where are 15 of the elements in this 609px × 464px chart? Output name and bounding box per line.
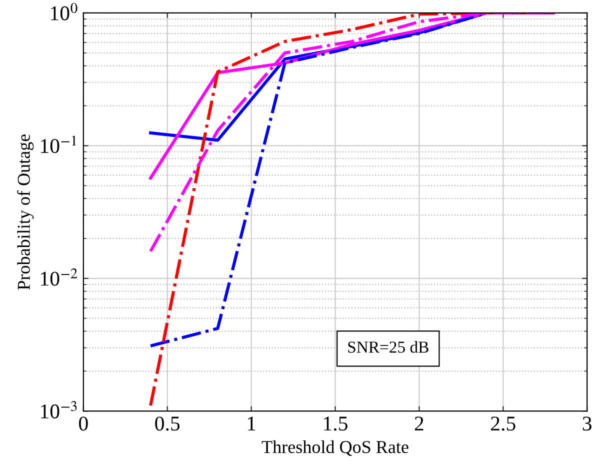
- y-tick-label: 10$^{−3}$: [41, 401, 77, 418]
- x-tick-label: 1.5: [324, 416, 348, 431]
- y-axis-title: Probability of Outage: [17, 134, 34, 290]
- x-axis-title: Threshold QoS Rate: [262, 440, 408, 456]
- x-tick-label: 0.5: [155, 416, 180, 431]
- y-tick-label: 10$^{−1}$: [41, 136, 76, 154]
- annotation: SNR=25 dB: [348, 341, 428, 353]
- x-tick-label: 2: [414, 416, 424, 430]
- x-tick-label: 2.5: [491, 416, 516, 431]
- x-tick-label: 0: [79, 416, 88, 431]
- line-series: [149, 12, 556, 408]
- x-tick-label: 1: [248, 416, 256, 430]
- x-tick-label: 3: [582, 416, 592, 431]
- y-tick-label: 10$^{0}$: [51, 2, 78, 20]
- y-tick-label: 10$^{−2}$: [41, 268, 78, 286]
